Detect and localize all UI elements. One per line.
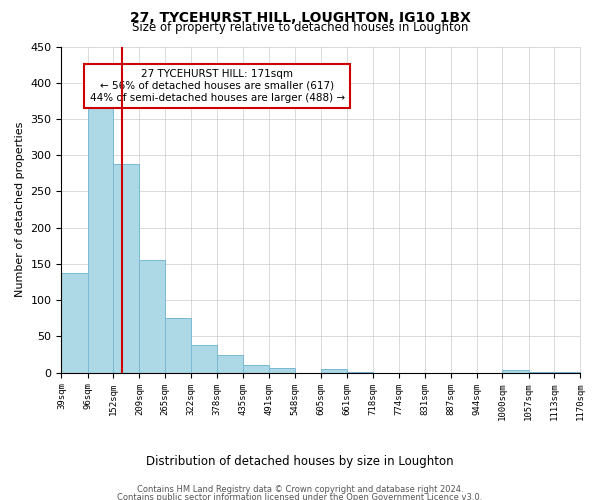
Bar bbox=[113, 164, 139, 372]
Bar bbox=[243, 366, 269, 372]
Text: Distribution of detached houses by size in Loughton: Distribution of detached houses by size … bbox=[146, 455, 454, 468]
Bar bbox=[165, 318, 191, 372]
Bar bbox=[217, 354, 243, 372]
Text: 27, TYCEHURST HILL, LOUGHTON, IG10 1BX: 27, TYCEHURST HILL, LOUGHTON, IG10 1BX bbox=[130, 11, 470, 25]
Bar bbox=[321, 369, 347, 372]
Bar bbox=[502, 370, 529, 372]
Y-axis label: Number of detached properties: Number of detached properties bbox=[15, 122, 25, 298]
Text: Contains HM Land Registry data © Crown copyright and database right 2024.: Contains HM Land Registry data © Crown c… bbox=[137, 485, 463, 494]
Bar bbox=[191, 345, 217, 372]
Text: Contains public sector information licensed under the Open Government Licence v3: Contains public sector information licen… bbox=[118, 493, 482, 500]
Bar bbox=[88, 104, 113, 372]
Bar bbox=[139, 260, 165, 372]
Bar bbox=[269, 368, 295, 372]
Text: 27 TYCEHURST HILL: 171sqm
← 56% of detached houses are smaller (617)
44% of semi: 27 TYCEHURST HILL: 171sqm ← 56% of detac… bbox=[89, 70, 344, 102]
Text: Size of property relative to detached houses in Loughton: Size of property relative to detached ho… bbox=[132, 22, 468, 35]
Bar bbox=[61, 272, 88, 372]
